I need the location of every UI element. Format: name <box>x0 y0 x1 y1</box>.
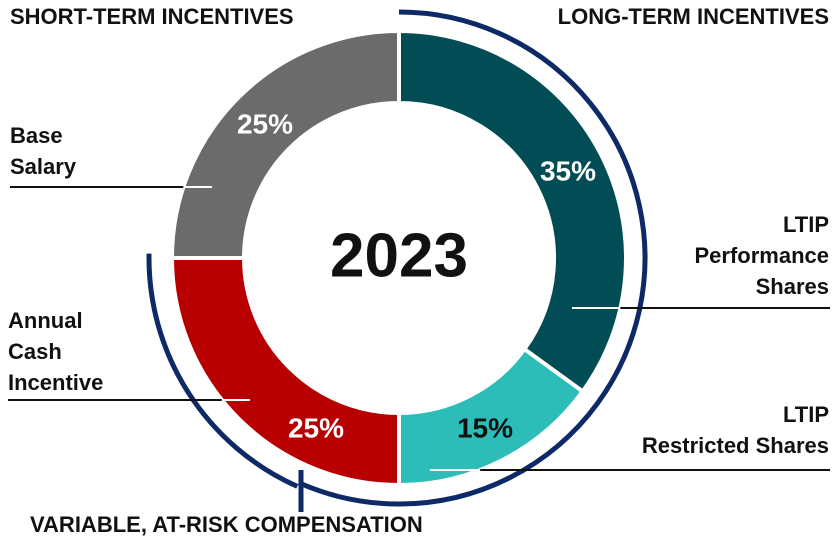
category-label: LTIP Restricted Shares <box>641 402 829 458</box>
category-label: LTIP Performance Shares <box>694 212 829 299</box>
value-label: 15% <box>457 412 513 443</box>
group-label: SHORT-TERM INCENTIVES <box>10 4 294 29</box>
category-label: Base Salary <box>10 123 77 179</box>
group-label: VARIABLE, AT-RISK COMPENSATION <box>30 512 423 537</box>
value-label: 25% <box>237 108 293 139</box>
center-label: 2023 <box>330 221 468 290</box>
donut-slice <box>169 28 401 260</box>
category-label: Annual Cash Incentive <box>8 308 104 395</box>
group-arc <box>146 253 299 489</box>
donut <box>146 9 648 512</box>
donut-slice <box>169 256 401 488</box>
donut-slice <box>397 28 628 395</box>
group-label: LONG-TERM INCENTIVES <box>557 4 829 29</box>
value-label: 25% <box>288 412 344 443</box>
group-arc <box>297 9 648 507</box>
value-label: 35% <box>540 155 596 186</box>
